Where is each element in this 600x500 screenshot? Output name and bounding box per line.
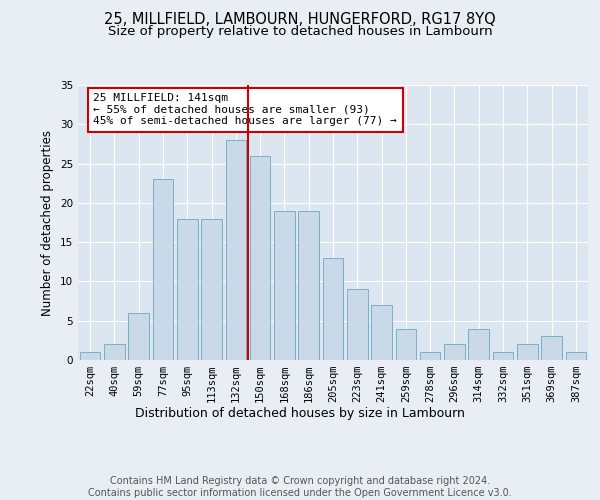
Bar: [541, 336, 562, 360]
Bar: [250, 156, 271, 360]
Y-axis label: Number of detached properties: Number of detached properties: [41, 130, 55, 316]
Text: Size of property relative to detached houses in Lambourn: Size of property relative to detached ho…: [107, 25, 493, 38]
Bar: [347, 290, 368, 360]
Bar: [420, 352, 440, 360]
Bar: [444, 344, 465, 360]
Bar: [104, 344, 125, 360]
Bar: [469, 328, 489, 360]
Bar: [201, 218, 222, 360]
Bar: [226, 140, 246, 360]
Bar: [493, 352, 514, 360]
Text: 25 MILLFIELD: 141sqm
← 55% of detached houses are smaller (93)
45% of semi-detac: 25 MILLFIELD: 141sqm ← 55% of detached h…: [94, 93, 397, 126]
Bar: [517, 344, 538, 360]
Bar: [566, 352, 586, 360]
Bar: [371, 305, 392, 360]
Text: Distribution of detached houses by size in Lambourn: Distribution of detached houses by size …: [135, 408, 465, 420]
Bar: [323, 258, 343, 360]
Bar: [80, 352, 100, 360]
Bar: [152, 180, 173, 360]
Bar: [177, 218, 197, 360]
Text: Contains HM Land Registry data © Crown copyright and database right 2024.
Contai: Contains HM Land Registry data © Crown c…: [88, 476, 512, 498]
Bar: [298, 210, 319, 360]
Text: 25, MILLFIELD, LAMBOURN, HUNGERFORD, RG17 8YQ: 25, MILLFIELD, LAMBOURN, HUNGERFORD, RG1…: [104, 12, 496, 28]
Bar: [128, 313, 149, 360]
Bar: [395, 328, 416, 360]
Bar: [274, 210, 295, 360]
